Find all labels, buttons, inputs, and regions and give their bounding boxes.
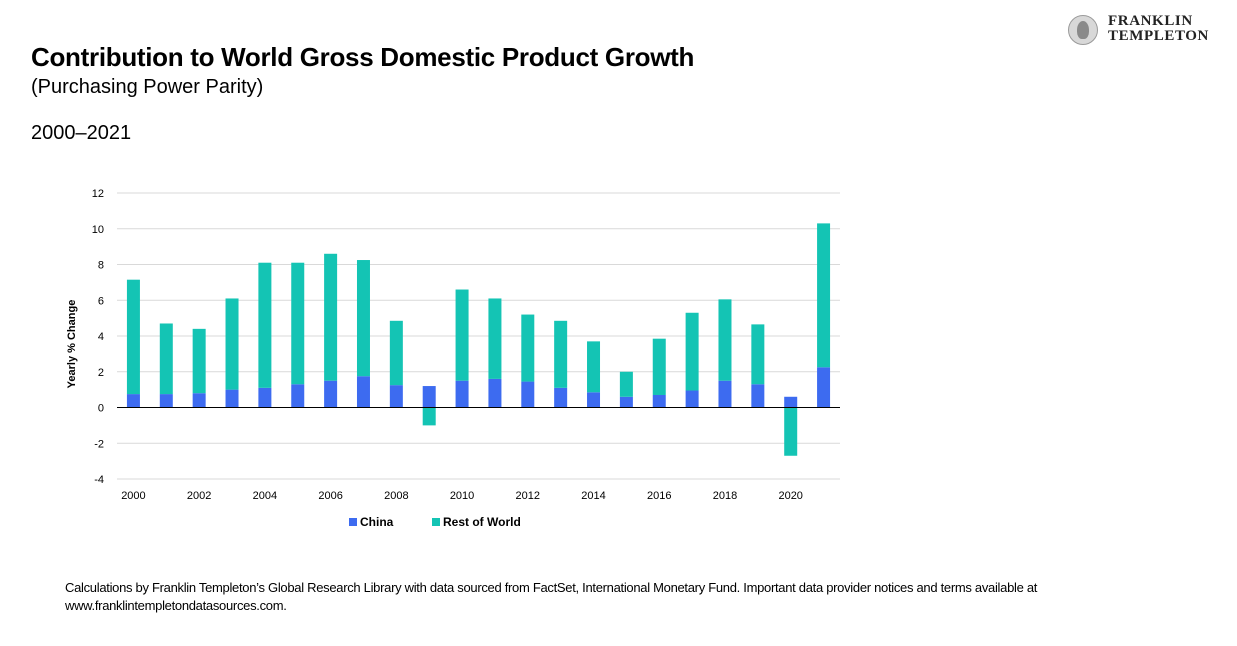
x-tick-label: 2006 (318, 490, 342, 502)
x-tick-label: 2012 (516, 490, 540, 502)
bar-china (652, 394, 666, 408)
bar-china (159, 394, 173, 408)
bar-china (685, 390, 699, 408)
bar-china (521, 381, 535, 408)
bar-rest-of-world (652, 338, 666, 395)
bar-rest-of-world (258, 262, 272, 388)
y-tick-label: 10 (92, 224, 104, 236)
legend-china: China (349, 515, 393, 529)
bar-rest-of-world (389, 320, 403, 386)
bar-china (192, 393, 206, 408)
bar-china (258, 387, 272, 408)
legend-label-rest-of-world: Rest of World (443, 515, 521, 529)
bar-rest-of-world (817, 223, 831, 368)
bar-china (126, 394, 140, 408)
logo-line1: FRANKLIN (1108, 13, 1193, 29)
x-tick-label: 2004 (253, 490, 277, 502)
legend-rest-of-world: Rest of World (432, 515, 521, 529)
y-tick-label: 6 (98, 295, 104, 307)
bar-china (817, 367, 831, 408)
bar-china (324, 380, 338, 408)
chart-subtitle: (Purchasing Power Parity) (31, 76, 264, 98)
bar-china (718, 380, 732, 408)
legend-swatch-china (349, 518, 357, 526)
bar-china (784, 396, 798, 408)
bar-china (455, 380, 469, 408)
x-tick-label: 2020 (778, 490, 802, 502)
y-tick-label: -2 (94, 438, 104, 450)
portrait-seal-icon (1068, 15, 1098, 45)
source-footnote: Calculations by Franklin Templeton’s Glo… (65, 580, 1038, 613)
bar-rest-of-world (455, 289, 469, 381)
bar-china (389, 385, 403, 408)
bar-china (619, 396, 633, 408)
bar-rest-of-world (521, 314, 535, 382)
bar-china (488, 378, 502, 408)
bar-china (554, 387, 568, 408)
logo-wordmark: FRANKLIN TEMPLETON (1108, 14, 1209, 44)
bar-rest-of-world (192, 328, 206, 394)
bar-rest-of-world (159, 323, 173, 395)
y-tick-label: 0 (98, 403, 104, 415)
x-tick-label: 2014 (581, 490, 605, 502)
chart-title: Contribution to World Gross Domestic Pro… (31, 42, 695, 72)
chart-period: 2000–2021 (31, 122, 132, 144)
x-tick-label: 2002 (187, 490, 211, 502)
bar-rest-of-world (488, 298, 502, 379)
bar-china (422, 386, 436, 408)
x-tick-label: 2010 (450, 490, 474, 502)
bar-rest-of-world (356, 260, 370, 377)
bar-rest-of-world (225, 298, 239, 390)
y-tick-label: 12 (92, 188, 104, 200)
bar-rest-of-world (587, 341, 601, 393)
bar-rest-of-world (126, 279, 140, 395)
bar-rest-of-world (422, 407, 436, 426)
bar-rest-of-world (685, 312, 699, 391)
x-tick-label: 2018 (713, 490, 737, 502)
bar-china (291, 384, 305, 408)
bar-china (225, 389, 239, 408)
bar-rest-of-world (554, 320, 568, 388)
x-tick-label: 2000 (121, 490, 145, 502)
y-tick-label: 8 (98, 260, 104, 272)
y-tick-label: 2 (98, 367, 104, 379)
bar-china (356, 376, 370, 408)
y-axis-label: Yearly % Change (66, 299, 78, 389)
franklin-templeton-logo: FRANKLIN TEMPLETON (1068, 14, 1218, 46)
bar-rest-of-world (619, 371, 633, 397)
legend-label-china: China (360, 515, 394, 529)
bar-rest-of-world (324, 253, 338, 381)
legend-swatch-rest-of-world (432, 518, 440, 526)
logo-line2: TEMPLETON (1108, 28, 1209, 44)
x-tick-label: 2016 (647, 490, 671, 502)
bar-china (751, 384, 765, 408)
bar-rest-of-world (751, 324, 765, 385)
bar-rest-of-world (718, 299, 732, 381)
bar-rest-of-world (291, 262, 305, 385)
y-tick-label: -4 (94, 474, 104, 486)
bar-rest-of-world (784, 407, 798, 456)
bar-china (587, 392, 601, 408)
x-tick-label: 2008 (384, 490, 408, 502)
y-tick-label: 4 (98, 331, 104, 343)
